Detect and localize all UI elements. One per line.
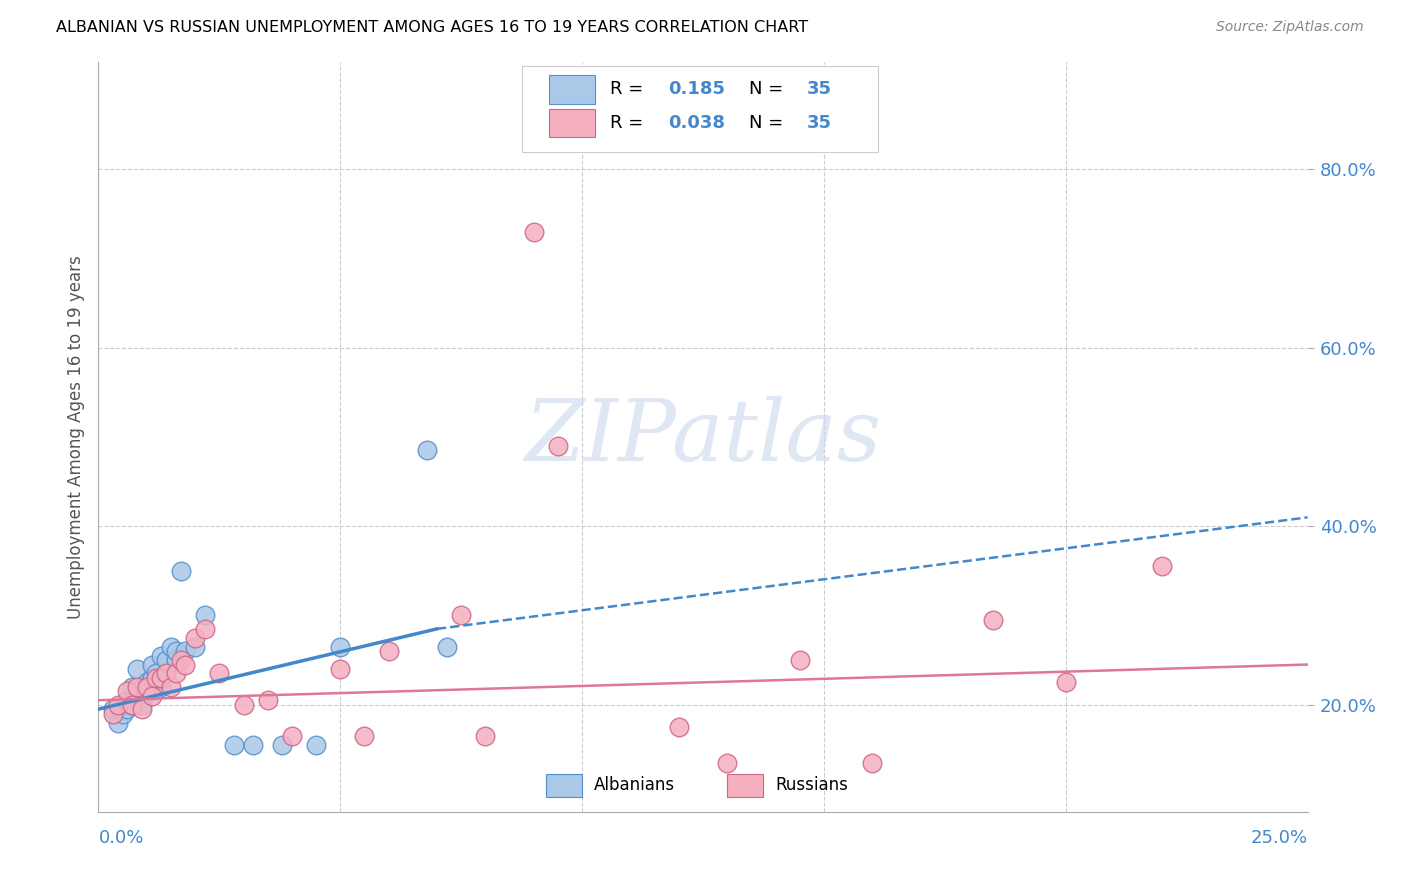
FancyBboxPatch shape: [522, 66, 879, 153]
Point: [353, 729, 375, 743]
Point: [141, 689, 163, 703]
Point: [222, 738, 245, 752]
Point: [111, 698, 134, 712]
Text: ALBANIAN VS RUSSIAN UNEMPLOYMENT AMONG AGES 16 TO 19 YEARS CORRELATION CHART: ALBANIAN VS RUSSIAN UNEMPLOYMENT AMONG A…: [56, 20, 808, 35]
Point: [716, 756, 738, 770]
Point: [981, 613, 1004, 627]
Point: [145, 666, 167, 681]
Point: [160, 680, 183, 694]
Point: [107, 715, 129, 730]
Point: [184, 631, 207, 645]
Point: [194, 608, 217, 623]
Point: [174, 657, 197, 672]
Text: 35: 35: [807, 114, 832, 132]
Text: ZIPatlas: ZIPatlas: [524, 396, 882, 478]
Point: [155, 653, 177, 667]
Point: [169, 564, 191, 578]
Point: [789, 653, 811, 667]
Text: Albanians: Albanians: [595, 777, 675, 795]
Point: [127, 662, 149, 676]
Point: [155, 666, 177, 681]
Point: [305, 738, 328, 752]
Text: 0.185: 0.185: [668, 80, 725, 98]
Point: [107, 698, 129, 712]
Point: [127, 680, 149, 694]
Point: [101, 702, 124, 716]
Y-axis label: Unemployment Among Ages 16 to 19 years: Unemployment Among Ages 16 to 19 years: [66, 255, 84, 619]
Text: 0.0%: 0.0%: [98, 829, 143, 847]
Point: [141, 671, 163, 685]
Point: [668, 720, 690, 734]
Point: [165, 666, 187, 681]
Point: [117, 702, 139, 716]
Text: 35: 35: [807, 80, 832, 98]
Point: [271, 738, 294, 752]
Point: [436, 640, 458, 654]
Point: [547, 439, 569, 453]
Point: [1152, 559, 1174, 574]
Point: [141, 657, 163, 672]
Point: [131, 698, 153, 712]
Point: [194, 622, 217, 636]
Point: [523, 225, 546, 239]
Point: [860, 756, 883, 770]
Point: [416, 443, 439, 458]
Point: [135, 684, 157, 698]
FancyBboxPatch shape: [727, 774, 763, 797]
Point: [131, 680, 153, 694]
FancyBboxPatch shape: [550, 75, 595, 103]
Point: [174, 644, 197, 658]
Point: [101, 706, 124, 721]
Point: [169, 653, 191, 667]
Point: [121, 680, 143, 694]
Point: [208, 666, 231, 681]
FancyBboxPatch shape: [550, 109, 595, 137]
Point: [256, 693, 278, 707]
Point: [150, 648, 173, 663]
Point: [117, 693, 139, 707]
Text: N =: N =: [749, 80, 789, 98]
Text: Russians: Russians: [776, 777, 848, 795]
Text: Source: ZipAtlas.com: Source: ZipAtlas.com: [1216, 20, 1364, 34]
Point: [160, 640, 183, 654]
Point: [117, 684, 139, 698]
Point: [1054, 675, 1077, 690]
Point: [329, 662, 352, 676]
Point: [242, 738, 264, 752]
Point: [377, 644, 399, 658]
Point: [150, 671, 173, 685]
Point: [474, 729, 496, 743]
Point: [135, 675, 157, 690]
Text: R =: R =: [610, 114, 650, 132]
Point: [184, 640, 207, 654]
Point: [281, 729, 304, 743]
Point: [165, 653, 187, 667]
Point: [135, 680, 157, 694]
Point: [165, 644, 187, 658]
Text: 25.0%: 25.0%: [1250, 829, 1308, 847]
Point: [111, 706, 134, 721]
Text: N =: N =: [749, 114, 789, 132]
Text: R =: R =: [610, 80, 650, 98]
Point: [145, 671, 167, 685]
Point: [232, 698, 254, 712]
Point: [329, 640, 352, 654]
Point: [121, 698, 143, 712]
Point: [131, 702, 153, 716]
Text: 0.038: 0.038: [668, 114, 725, 132]
Point: [450, 608, 472, 623]
Point: [141, 684, 163, 698]
FancyBboxPatch shape: [546, 774, 582, 797]
Point: [150, 680, 173, 694]
Point: [127, 689, 149, 703]
Point: [121, 698, 143, 712]
